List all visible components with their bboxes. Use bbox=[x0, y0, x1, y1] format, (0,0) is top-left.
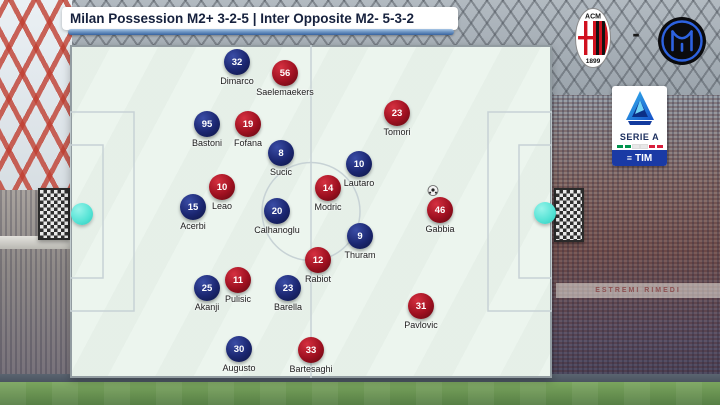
stadium-red-girders bbox=[0, 0, 72, 190]
milan-acronym: ACM bbox=[585, 14, 601, 21]
player-name-label: Akanji bbox=[194, 302, 220, 312]
player-number: 9 bbox=[347, 223, 373, 249]
page-title: Milan Possession M2+ 3-2-5 | Inter Oppos… bbox=[70, 11, 414, 26]
soccer-ball-icon bbox=[427, 183, 439, 201]
player-name-label: Thuram bbox=[344, 250, 376, 260]
tim-label: TIM bbox=[635, 152, 653, 164]
player-number: 14 bbox=[315, 175, 341, 201]
player-name-label: Tomori bbox=[383, 127, 411, 137]
player-name-label: Barella bbox=[273, 302, 302, 312]
italian-flag-dashes bbox=[616, 144, 663, 149]
crowd-banner: ESTREMI RIMEDI bbox=[556, 283, 720, 298]
player-name-label: Calhanoglu bbox=[254, 225, 300, 235]
player-number: 10 bbox=[209, 174, 235, 200]
penalty-area-right bbox=[487, 111, 552, 312]
player-name-label: Fofana bbox=[233, 138, 263, 148]
player-name-label: Leao bbox=[211, 201, 233, 211]
player-number: 56 bbox=[272, 60, 298, 86]
player-number: 46 bbox=[427, 197, 453, 223]
tim-sponsor-bar: ≡ TIM bbox=[612, 150, 667, 166]
player-number: 11 bbox=[225, 267, 251, 293]
player-number: 33 bbox=[298, 337, 324, 363]
goal-net-left bbox=[38, 188, 70, 240]
stadium-grass bbox=[0, 382, 720, 405]
goal-net-right bbox=[554, 188, 584, 242]
inter-crest-icon bbox=[658, 17, 706, 70]
keeper-dot-right[interactable] bbox=[534, 202, 556, 224]
score-separator: - bbox=[632, 21, 640, 46]
player-name-label: Augusto bbox=[222, 363, 256, 373]
keeper-dot-left[interactable] bbox=[71, 203, 93, 225]
player-name-label: Gabbia bbox=[425, 224, 455, 234]
milan-year: 1899 bbox=[586, 58, 601, 65]
player-number: 95 bbox=[194, 111, 220, 137]
player-name-label: Bastoni bbox=[191, 138, 223, 148]
player-name-label: Acerbi bbox=[180, 221, 206, 231]
player-name-label: Rabiot bbox=[304, 274, 331, 284]
title-accent-bar bbox=[68, 29, 454, 35]
serie-a-logo-icon bbox=[624, 90, 656, 131]
player-number: 8 bbox=[268, 140, 294, 166]
player-name-label: Modric bbox=[314, 202, 342, 212]
stadium-ad-boards bbox=[0, 374, 720, 384]
player-name-label: Bartesaghi bbox=[289, 364, 333, 374]
player-number: 31 bbox=[408, 293, 434, 319]
player-name-label: Pavlovic bbox=[404, 320, 438, 330]
player-name-label: Lautaro bbox=[343, 178, 375, 188]
goal-area-right bbox=[518, 144, 552, 279]
player-name-label: Saelemaekers bbox=[256, 87, 314, 97]
player-number: 23 bbox=[275, 275, 301, 301]
player-number: 20 bbox=[264, 198, 290, 224]
ac-milan-crest-icon: ACM 1899 bbox=[575, 8, 611, 73]
player-name-label: Dimarco bbox=[220, 76, 254, 86]
penalty-area-left bbox=[70, 111, 135, 312]
player-name-label: Sucic bbox=[269, 167, 292, 177]
player-number: 19 bbox=[235, 111, 261, 137]
player-number: 30 bbox=[226, 336, 252, 362]
tim-logo-icon: ≡ bbox=[626, 153, 633, 163]
player-number: 25 bbox=[194, 275, 220, 301]
player-number: 10 bbox=[346, 151, 372, 177]
serie-a-label: SERIE A bbox=[619, 132, 660, 142]
title-bar: Milan Possession M2+ 3-2-5 | Inter Oppos… bbox=[62, 7, 458, 30]
serie-a-card: SERIE A ≡ TIM bbox=[612, 86, 667, 166]
pitch-markings bbox=[70, 45, 552, 378]
player-number: 12 bbox=[305, 247, 331, 273]
player-number: 15 bbox=[180, 194, 206, 220]
player-number: 32 bbox=[224, 49, 250, 75]
player-number: 23 bbox=[384, 100, 410, 126]
goal-area-left bbox=[70, 144, 104, 279]
player-name-label: Pulisic bbox=[224, 294, 251, 304]
